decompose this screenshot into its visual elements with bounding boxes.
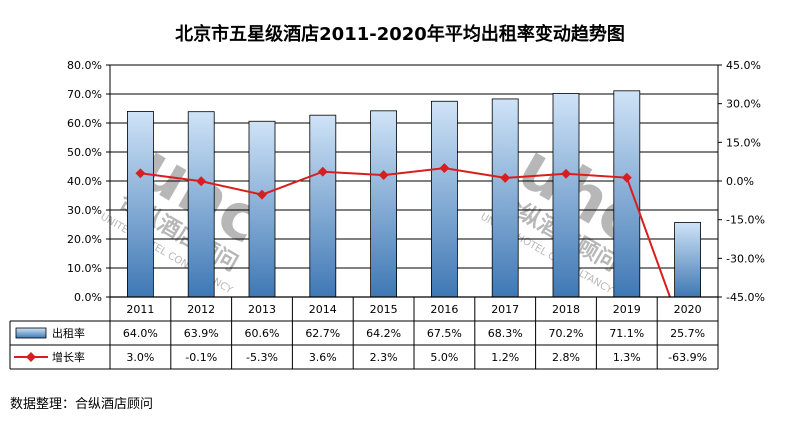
data-label-occupancy: 64.0% (123, 327, 158, 340)
x-tick-label: 2012 (187, 303, 215, 316)
data-label-occupancy: 62.7% (305, 327, 340, 340)
x-tick-label: 2019 (613, 303, 641, 316)
bar (248, 120, 276, 298)
y-left-tick-label: 20.0% (67, 233, 102, 246)
bars-occupancy (127, 90, 701, 298)
legend-label: 出租率 (52, 326, 85, 340)
data-label-occupancy: 70.2% (549, 327, 584, 340)
bar (187, 111, 215, 298)
y-left-tick-label: 40.0% (67, 175, 102, 188)
source-note: 数据整理：合纵酒店顾问 (10, 397, 153, 412)
chart-title: 北京市五星级酒店2011-2020年平均出租率变动趋势图 (175, 23, 625, 45)
data-label-growth: -5.3% (246, 351, 278, 364)
bar (674, 222, 701, 298)
data-label-growth: -0.1% (185, 351, 217, 364)
growth-point (317, 166, 328, 177)
growth-point (196, 176, 207, 187)
y-right-tick-label: 15.0% (726, 136, 761, 149)
bar (552, 93, 580, 298)
data-label-growth: -63.9% (668, 351, 707, 364)
y-left-tick-label: 60.0% (67, 117, 102, 130)
bar (430, 100, 458, 298)
y-right-tick-label: -30.0% (726, 252, 765, 265)
growth-point (621, 172, 632, 183)
data-label-occupancy: 25.7% (670, 327, 705, 340)
y-right-tick-label: 0.0% (726, 175, 754, 188)
growth-point (257, 189, 267, 200)
growth-point (500, 172, 511, 183)
x-tick-label: 2013 (248, 303, 276, 316)
legend-label: 增长率 (52, 350, 85, 364)
y-left-tick-label: 80.0% (67, 59, 102, 72)
growth-point (135, 168, 146, 179)
data-label-growth: 5.0% (430, 351, 458, 364)
data-label-occupancy: 68.3% (488, 327, 523, 340)
y-left-tick-label: 0.0% (74, 291, 102, 304)
growth-point (561, 168, 571, 179)
data-label-growth: 1.3% (613, 351, 641, 364)
data-table: 2011 2012 2013 2014 2015 2016 2017 2018 2019 2020… (9, 297, 719, 370)
data-label-growth: 2.8% (552, 351, 580, 364)
data-label-growth: 1.2% (491, 351, 519, 364)
growth-point (378, 170, 389, 181)
bar (491, 98, 519, 298)
legend-key-bar (15, 327, 47, 339)
x-tick-label: 2018 (552, 303, 580, 316)
bar (370, 110, 398, 298)
data-label-occupancy: 64.2% (366, 327, 401, 340)
x-tick-label: 2017 (491, 303, 519, 316)
y-left-tick-label: 30.0% (67, 204, 102, 217)
x-tick-label: 2014 (309, 303, 337, 316)
x-tick-label: 2011 (126, 303, 154, 316)
growth-point (439, 163, 450, 174)
y-right-tick-label: 30.0% (726, 98, 761, 111)
data-label-occupancy: 60.6% (245, 327, 280, 340)
bar (127, 111, 154, 298)
x-tick-label: 2016 (430, 303, 458, 316)
growth-line-group (135, 163, 693, 351)
y-right-tick-label: -45.0% (726, 291, 765, 304)
y-right-tick-label: 45.0% (726, 59, 761, 72)
bar (613, 90, 641, 298)
y-left-tick-label: 10.0% (67, 262, 102, 275)
y-left-tick-label: 50.0% (67, 146, 102, 159)
bar (309, 114, 337, 298)
data-label-occupancy: 71.1% (609, 327, 644, 340)
data-label-growth: 3.0% (126, 351, 154, 364)
growth-line (140, 167, 672, 297)
growth-point (683, 341, 693, 351)
data-label-growth: 2.3% (370, 351, 398, 364)
y-left-tick-label: 70.0% (67, 88, 102, 101)
data-label-growth: 3.6% (309, 351, 337, 364)
data-label-occupancy: 67.5% (427, 327, 462, 340)
x-tick-label: 2020 (674, 303, 702, 316)
data-label-occupancy: 63.9% (184, 327, 219, 340)
line-growth (135, 163, 693, 351)
y-right-tick-label: -15.0% (726, 214, 765, 227)
legend-key-marker (26, 352, 36, 362)
x-tick-label: 2015 (370, 303, 398, 316)
